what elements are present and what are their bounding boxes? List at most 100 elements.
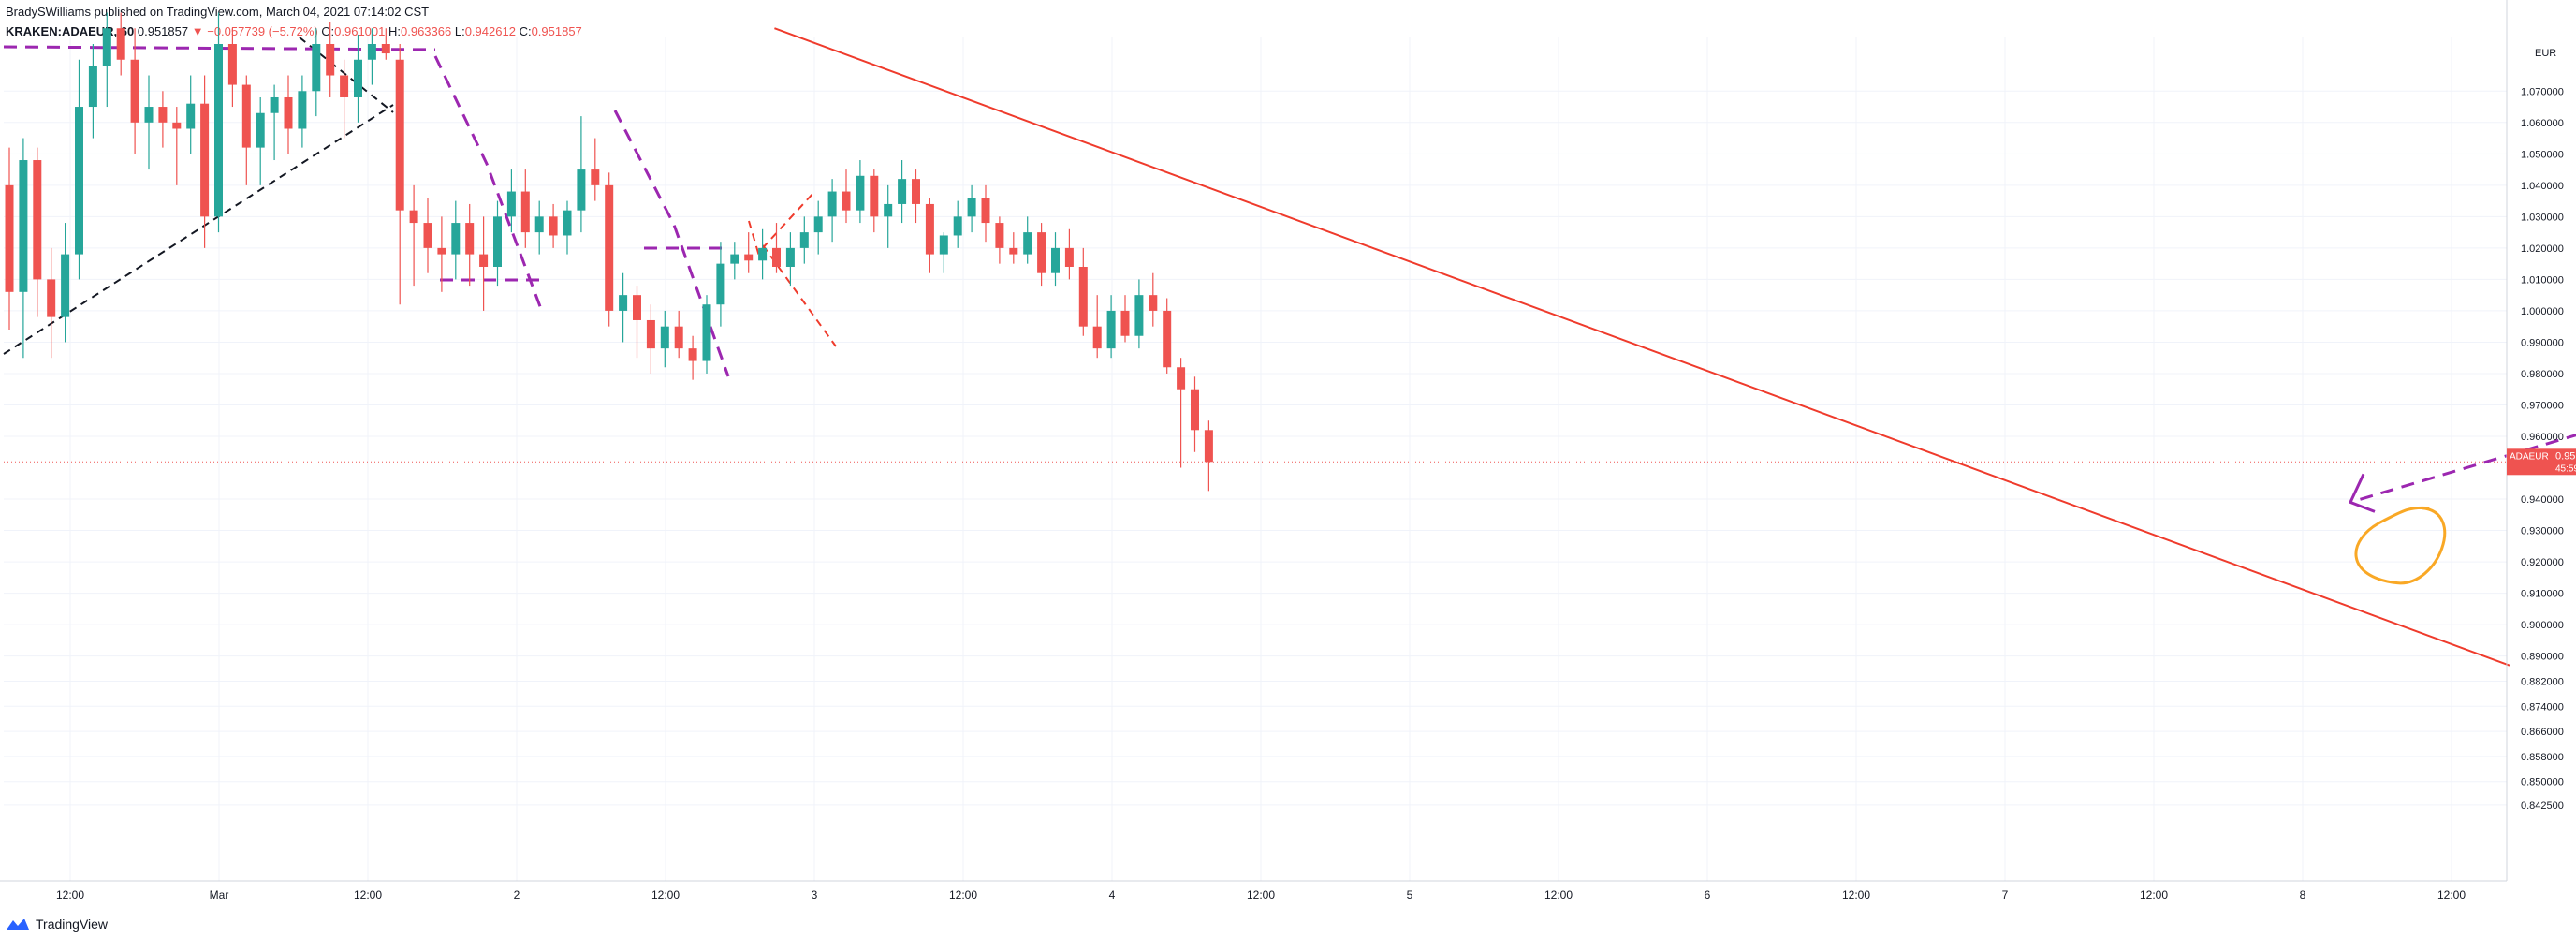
candle-body — [479, 254, 489, 267]
candle-body — [102, 28, 111, 66]
candle-body — [1191, 389, 1199, 431]
y-tick-label: 1.000000 — [2521, 306, 2564, 317]
x-tick-label: 12:00 — [2140, 889, 2168, 902]
candle-body — [716, 263, 725, 305]
candle-body — [1051, 247, 1060, 273]
candle-body — [1092, 326, 1102, 349]
candle-body — [227, 44, 237, 85]
candle-body — [1177, 367, 1186, 390]
candle-body — [88, 66, 97, 108]
candle-body — [1149, 295, 1158, 311]
candle-body — [284, 96, 293, 129]
candle-body — [925, 203, 934, 255]
high-value: 0.963366 — [401, 24, 452, 38]
candle-body — [381, 44, 390, 54]
x-tick-label: 12:00 — [949, 889, 977, 902]
candle-body — [534, 216, 544, 233]
grid-lines — [4, 37, 2507, 881]
y-tick-label: 0.920000 — [2521, 557, 2564, 568]
red-dashed-pattern — [748, 191, 815, 255]
black-dashed-trendline — [3, 104, 394, 355]
y-tick-label: 0.858000 — [2521, 752, 2564, 763]
candle-body — [326, 44, 335, 76]
x-tick-label: 12:00 — [1247, 889, 1275, 902]
candle-body — [270, 96, 279, 113]
x-tick-label: 8 — [2300, 889, 2306, 902]
drawing-annotations — [3, 37, 837, 377]
y-tick-label: 0.900000 — [2521, 620, 2564, 631]
candle-body — [619, 295, 628, 311]
price-label-countdown: 45:59 — [2555, 463, 2576, 474]
candle-body — [577, 169, 586, 211]
candle-body — [563, 210, 572, 236]
candle-body — [799, 232, 809, 248]
candle-body — [409, 210, 418, 224]
close-value: 0.951857 — [531, 24, 582, 38]
candle-body — [506, 191, 516, 217]
candle-body — [1078, 266, 1088, 327]
y-tick-label: 1.040000 — [2521, 181, 2564, 192]
candle-body — [465, 223, 475, 255]
candle-body — [995, 223, 1004, 248]
y-tick-label: 0.990000 — [2521, 337, 2564, 348]
candle-body — [367, 44, 376, 60]
price-axis[interactable]: 0.842500 0.850000 0.858000 0.866000 0.874000… — [2506, 0, 2576, 881]
candle-body — [633, 295, 641, 320]
y-tick-label: 0.850000 — [2521, 777, 2564, 788]
symbol-ohlc-line: KRAKEN:ADAEUR, 60 0.951857 ▼ −0.057739 (… — [6, 22, 582, 41]
candle-body — [870, 175, 879, 217]
candle-body — [242, 84, 251, 148]
last-price: 0.951857 — [137, 24, 189, 38]
candle-body — [1037, 232, 1046, 273]
y-tick-label: 0.874000 — [2521, 701, 2564, 713]
candle-body — [437, 247, 446, 255]
candle-body — [605, 184, 614, 311]
x-tick-label: 12:00 — [651, 889, 680, 902]
y-tick-label: 0.910000 — [2521, 589, 2564, 600]
x-tick-label: 12:00 — [56, 889, 84, 902]
drawing-annotations-front — [774, 27, 2576, 667]
y-tick-label: 1.050000 — [2521, 149, 2564, 160]
candle-body — [19, 160, 28, 292]
low-value: 0.942612 — [464, 24, 516, 38]
x-tick-label: 3 — [812, 889, 818, 902]
candle-body — [953, 216, 962, 236]
candle-body — [214, 44, 223, 217]
candle-body — [813, 216, 823, 233]
candle-body — [130, 59, 139, 123]
purple-dashed-flag-1 — [433, 55, 543, 310]
candle-body — [744, 254, 754, 261]
candle-body — [158, 107, 168, 123]
y-tick-label: 1.060000 — [2521, 118, 2564, 129]
x-tick-label: 4 — [1109, 889, 1116, 902]
y-tick-label: 1.070000 — [2521, 86, 2564, 97]
x-tick-label: 12:00 — [2437, 889, 2466, 902]
publisher-line: BradySWilliams published on TradingView.… — [6, 5, 430, 19]
y-tick-label: 1.010000 — [2521, 274, 2564, 286]
candle-body — [674, 326, 683, 349]
candlestick-series — [5, 12, 1213, 492]
purple-dashed-arrow — [2349, 434, 2576, 504]
candle-body — [520, 191, 530, 233]
candle-body — [772, 247, 781, 267]
time-axis[interactable]: 12:00 Mar 12:00 2 12:00 3 12:00 4 12:00 5 12:00 6 12… — [0, 880, 2507, 902]
purple-arrow-head — [2348, 473, 2376, 513]
tradingview-logo[interactable]: TradingView — [6, 917, 108, 932]
candle-body — [785, 247, 795, 267]
candle-body — [1106, 310, 1116, 349]
x-tick-label: 6 — [1705, 889, 1711, 902]
chart-header: BradySWilliams published on TradingView.… — [6, 2, 582, 41]
candle-body — [702, 304, 711, 361]
low-label: L: — [454, 24, 465, 38]
candle-body — [591, 169, 600, 185]
candle-body — [967, 198, 976, 217]
candle-body — [47, 279, 56, 317]
candle-body — [884, 203, 893, 217]
candle-body — [1009, 247, 1018, 255]
y-tick-label: 1.020000 — [2521, 243, 2564, 255]
open-label: O: — [321, 24, 335, 38]
candle-body — [856, 175, 865, 211]
candle-body — [939, 235, 948, 255]
candle-body — [5, 184, 14, 292]
